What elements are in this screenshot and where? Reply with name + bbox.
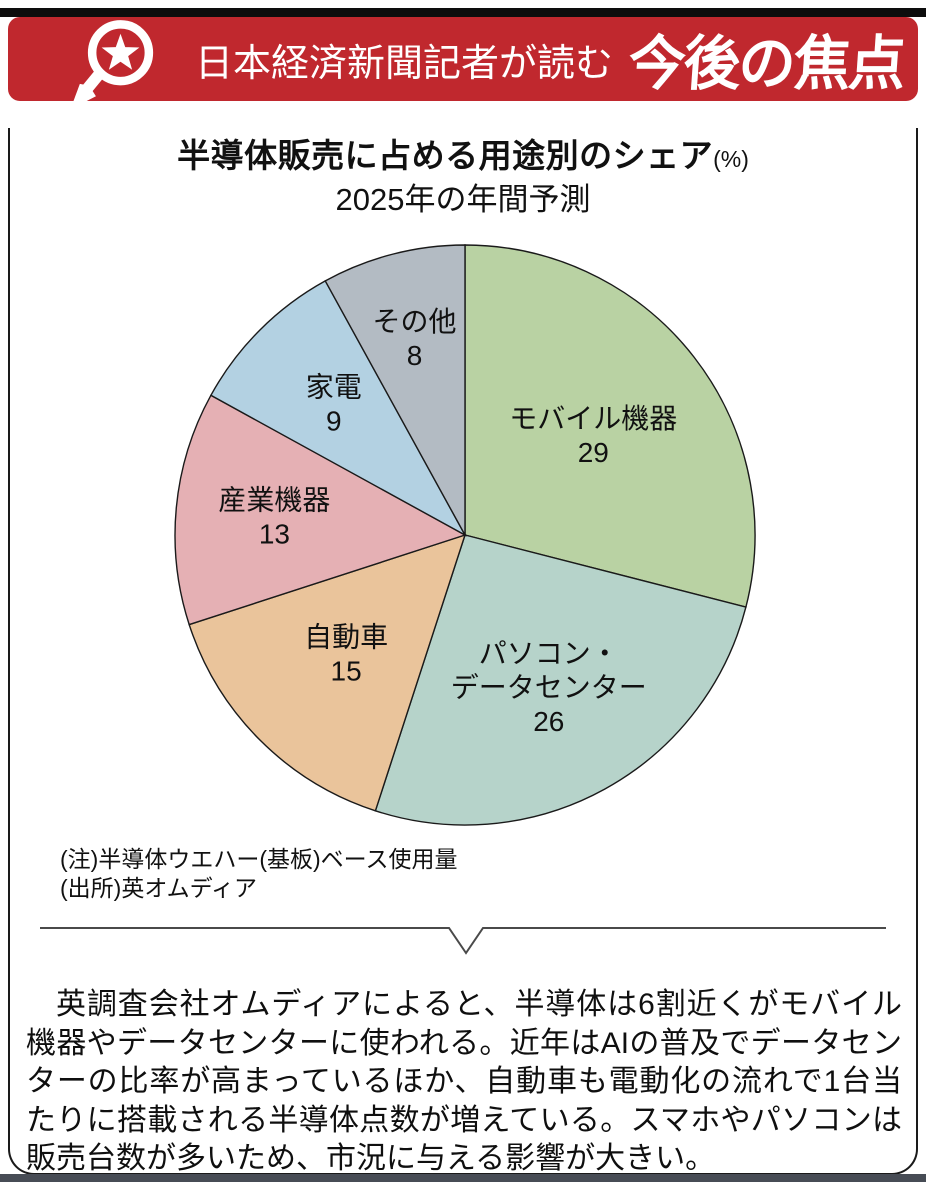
pie-slice-4 (209, 279, 467, 537)
pie-slice-3 (174, 394, 467, 626)
bottom-dark-bar (0, 1174, 926, 1182)
chart-notes: (注)半導体ウエハー(基板)ベース使用量 (出所)英オムディア (60, 845, 458, 903)
banner-prefix-label: 日本経済新聞記者が読む (194, 42, 613, 85)
top-black-bar (0, 8, 926, 17)
magnifier-star-icon (70, 20, 154, 110)
pie-slice-label-0: モバイル機器 29 (509, 403, 677, 468)
chart-title-unit: (%) (713, 146, 749, 172)
pie-slice-5 (324, 244, 466, 536)
chart-title-block: 半導体販売に占める用途別のシェア(%) 2025年の年間予測 (0, 136, 926, 218)
pie-slice-label-3: 産業機器 13 (218, 485, 330, 550)
pie-slice-label-4: 家電 9 (306, 371, 362, 436)
article-paragraph: 英調査会社オムディアによると、半導体は6割近くがモバイル機器やデータセンターに使… (26, 988, 902, 1175)
pie-slice-label-2: 自動車 15 (304, 621, 388, 686)
pie-slice-2 (188, 533, 467, 812)
chart-subtitle: 2025年の年間予測 (335, 181, 591, 217)
pie-slice-0 (464, 244, 756, 608)
banner-title-label: 今後の焦点 (626, 30, 906, 98)
notch-divider (40, 927, 886, 955)
chart-title-line: 半導体販売に占める用途別のシェア(%) (0, 136, 926, 176)
header-banner: 日本経済新聞記者が読む 今後の焦点 (8, 17, 918, 110)
chart-source: (出所)英オムディア (60, 875, 258, 901)
pie-slice-1 (374, 534, 747, 826)
pie-slice-label-5: その他 8 (372, 306, 456, 371)
chart-title: 半導体販売に占める用途別のシェア (177, 137, 714, 174)
pie-chart: モバイル機器 29 パソコン・データセンター 26 自動車 15 産業機器 13 家電 9 その他 8 (165, 235, 765, 835)
header-banner-text: 日本経済新聞記者が読む 今後の焦点 (195, 17, 906, 101)
chart-note: (注)半導体ウエハー(基板)ベース使用量 (60, 846, 458, 872)
pie-slice-label-1: パソコン・データセンター 26 (451, 638, 647, 737)
